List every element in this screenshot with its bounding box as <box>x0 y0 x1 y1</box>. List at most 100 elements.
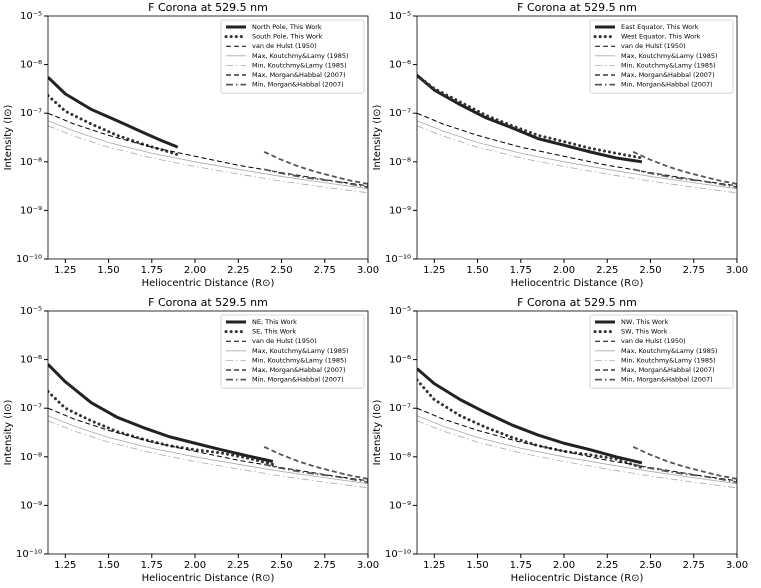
legend-label: Max, Morgan&Habbal (2007) <box>621 71 715 79</box>
legend-label: van de Hulst (1950) <box>621 42 686 50</box>
y-tick-label: 10⁻⁶ <box>389 60 411 71</box>
y-tick-label: 10⁻⁸ <box>20 157 42 168</box>
legend-label: Min, Koutchmy&Lamy (1985) <box>621 61 716 69</box>
series-line <box>417 420 737 489</box>
x-tick-label: 2.00 <box>553 265 575 276</box>
y-axis-label: Intensity (I⊙) <box>3 104 14 170</box>
legend-label: Min, Morgan&Habbal (2007) <box>252 81 344 89</box>
x-tick-label: 2.25 <box>227 265 249 276</box>
series-line <box>417 378 644 470</box>
legend-label: South Pole, This Work <box>252 33 323 41</box>
legend-label: Max, Morgan&Habbal (2007) <box>252 71 346 79</box>
x-tick-label: 1.75 <box>510 265 532 276</box>
legend-box <box>220 19 365 94</box>
legend-label: van de Hulst (1950) <box>252 337 317 345</box>
series-line <box>417 407 737 482</box>
x-tick-label: 3.00 <box>726 265 748 276</box>
y-tick-label: 10⁻⁸ <box>389 452 411 463</box>
x-tick-label: 1.25 <box>54 265 76 276</box>
legend-label: Min, Morgan&Habbal (2007) <box>621 376 713 384</box>
y-tick-label: 10⁻⁵ <box>389 306 411 317</box>
series-line <box>263 446 368 480</box>
subplot: 1.25 1.50 1.75 2.00 2.25 2.50 2.75 3.00 10⁻¹⁰ 10⁻… <box>3 1 379 289</box>
y-axis-label: Intensity (I⊙) <box>372 104 383 170</box>
x-axis-label: Heliocentric Distance (R⊙) <box>142 278 275 289</box>
x-tick-label: 1.50 <box>97 560 119 571</box>
y-tick-label: 10⁻¹⁰ <box>16 549 42 560</box>
y-tick-label: 10⁻⁵ <box>20 11 42 22</box>
x-tick-label: 1.50 <box>466 265 488 276</box>
x-tick-label: 2.75 <box>683 265 705 276</box>
series-line <box>264 463 368 484</box>
legend-label: Max, Koutchmy&Lamy (1985) <box>621 52 718 60</box>
chart-title: F Corona at 529.5 nm <box>148 296 268 309</box>
x-tick-label: 2.25 <box>596 265 618 276</box>
legend-label: North Pole, This Work <box>252 23 322 31</box>
series-line <box>263 151 368 185</box>
y-tick-label: 10⁻⁷ <box>20 403 42 414</box>
legend-label: West Equator, This Work <box>621 33 701 41</box>
legend-box <box>220 314 365 389</box>
legend-label: Max, Koutchmy&Lamy (1985) <box>621 347 718 355</box>
legend-label: NE, This Work <box>252 318 297 326</box>
series-line <box>632 446 737 480</box>
legend-label: Max, Koutchmy&Lamy (1985) <box>252 347 349 355</box>
x-tick-label: 2.75 <box>314 560 336 571</box>
series-line <box>48 94 180 157</box>
chart-title: F Corona at 529.5 nm <box>517 1 637 14</box>
series-line <box>48 407 368 482</box>
legend-label: Min, Koutchmy&Lamy (1985) <box>252 61 347 69</box>
y-tick-label: 10⁻⁸ <box>389 157 411 168</box>
x-axis-label: Heliocentric Distance (R⊙) <box>142 573 275 584</box>
x-tick-label: 1.50 <box>97 265 119 276</box>
legend-label: Max, Koutchmy&Lamy (1985) <box>252 52 349 60</box>
x-axis-label: Heliocentric Distance (R⊙) <box>511 278 644 289</box>
subplot: 1.25 1.50 1.75 2.00 2.25 2.50 2.75 3.00 10⁻¹⁰ 10⁻… <box>372 1 748 289</box>
y-tick-label: 10⁻⁹ <box>20 205 42 216</box>
axes-frame <box>416 310 738 555</box>
x-tick-label: 2.00 <box>553 560 575 571</box>
legend-label: van de Hulst (1950) <box>252 42 317 50</box>
chart-title: F Corona at 529.5 nm <box>517 296 637 309</box>
x-tick-label: 1.25 <box>54 560 76 571</box>
y-tick-label: 10⁻⁹ <box>20 500 42 511</box>
legend-label: Min, Koutchmy&Lamy (1985) <box>252 356 347 364</box>
y-axis-label: Intensity (I⊙) <box>372 399 383 465</box>
y-axis-label: Intensity (I⊙) <box>3 399 14 465</box>
series-line <box>48 76 179 149</box>
series-line <box>48 120 368 190</box>
y-tick-label: 10⁻⁶ <box>20 355 42 366</box>
x-tick-label: 3.00 <box>357 265 379 276</box>
x-tick-label: 2.50 <box>639 560 661 571</box>
series-line <box>48 420 368 489</box>
legend-box <box>589 314 734 389</box>
subplot: 1.25 1.50 1.75 2.00 2.25 2.50 2.75 3.00 10⁻¹⁰ 10⁻… <box>372 296 748 584</box>
x-tick-label: 2.50 <box>270 265 292 276</box>
y-tick-label: 10⁻⁵ <box>389 11 411 22</box>
legend-label: Max, Morgan&Habbal (2007) <box>252 366 346 374</box>
legend-label: Min, Morgan&Habbal (2007) <box>621 81 713 89</box>
x-tick-label: 2.75 <box>683 560 705 571</box>
series-line <box>48 363 274 463</box>
series-line <box>48 390 275 466</box>
x-tick-label: 1.75 <box>141 265 163 276</box>
x-tick-label: 1.50 <box>466 560 488 571</box>
x-tick-label: 2.50 <box>270 560 292 571</box>
legend-label: SE, This Work <box>252 328 296 336</box>
series-line <box>417 367 643 465</box>
chart-title: F Corona at 529.5 nm <box>148 1 268 14</box>
y-tick-label: 10⁻⁶ <box>20 60 42 71</box>
x-tick-label: 1.25 <box>423 560 445 571</box>
legend-label: van de Hulst (1950) <box>621 337 686 345</box>
x-tick-label: 2.00 <box>184 265 206 276</box>
y-tick-label: 10⁻¹⁰ <box>385 254 411 265</box>
series-line <box>633 168 737 189</box>
x-tick-label: 3.00 <box>357 560 379 571</box>
series-line <box>48 112 368 187</box>
x-tick-label: 2.25 <box>227 560 249 571</box>
series-line <box>632 151 737 185</box>
y-tick-label: 10⁻⁷ <box>389 108 411 119</box>
x-axis-label: Heliocentric Distance (R⊙) <box>511 573 644 584</box>
axes-frame <box>47 15 369 260</box>
y-tick-label: 10⁻⁷ <box>389 403 411 414</box>
